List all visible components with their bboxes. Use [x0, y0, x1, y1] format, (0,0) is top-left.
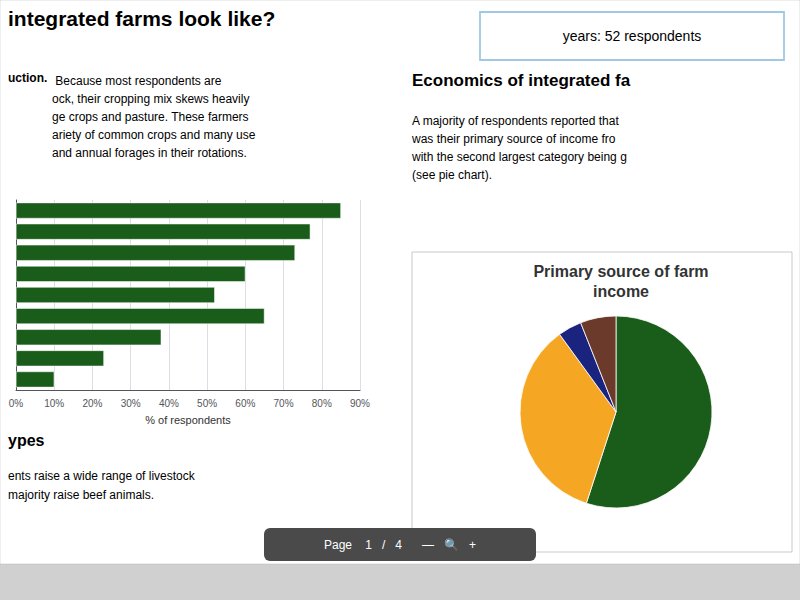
- svg-text:80%: 80%: [312, 398, 332, 409]
- svg-text:with the second largest catego: with the second largest category being g: [411, 150, 627, 164]
- svg-text:50%: 50%: [197, 398, 217, 409]
- svg-text:income: income: [593, 283, 649, 300]
- svg-text:Primary source of farm: Primary source of farm: [533, 263, 708, 280]
- svg-text:ge crops and pasture. These fa: ge crops and pasture. These farmers: [52, 110, 249, 124]
- svg-text:years: 52 respondents: years: 52 respondents: [563, 28, 702, 44]
- svg-text:% of respondents: % of respondents: [145, 414, 231, 426]
- svg-text:20%: 20%: [82, 398, 102, 409]
- svg-text:ypes: ypes: [8, 432, 45, 449]
- svg-text:Economics of integrated fa: Economics of integrated fa: [412, 71, 631, 90]
- svg-text:(see pie chart).: (see pie chart).: [412, 168, 492, 182]
- svg-text:Page 1 / 4 — 🔍: Page 1 / 4 — 🔍 +: [324, 537, 476, 552]
- svg-text:0%: 0%: [9, 398, 24, 409]
- svg-text:uction.: uction.: [8, 71, 47, 85]
- svg-text:10%: 10%: [44, 398, 64, 409]
- svg-text:ents raise a wide range of liv: ents raise a wide range of livestock: [8, 469, 196, 483]
- svg-text:ock, their cropping mix skews: ock, their cropping mix skews heavily: [52, 92, 249, 106]
- svg-text:was their primary source of in: was their primary source of income fro: [411, 132, 616, 146]
- svg-text:60%: 60%: [235, 398, 255, 409]
- svg-text:majority raise beef animals.: majority raise beef animals.: [8, 488, 154, 502]
- svg-text:40%: 40%: [159, 398, 179, 409]
- svg-text:ariety of common crops and man: ariety of common crops and many use: [52, 128, 256, 142]
- svg-text:90%: 90%: [350, 398, 370, 409]
- svg-text:30%: 30%: [121, 398, 141, 409]
- svg-text:A majority of respondents repo: A majority of respondents reported that: [412, 114, 619, 128]
- svg-text:70%: 70%: [274, 398, 294, 409]
- svg-text:and annual forages in their ro: and annual forages in their rotations.: [52, 146, 247, 160]
- svg-text:Because most respondents are: Because most respondents are: [52, 74, 222, 88]
- svg-text:integrated farms look like?: integrated farms look like?: [8, 7, 275, 30]
